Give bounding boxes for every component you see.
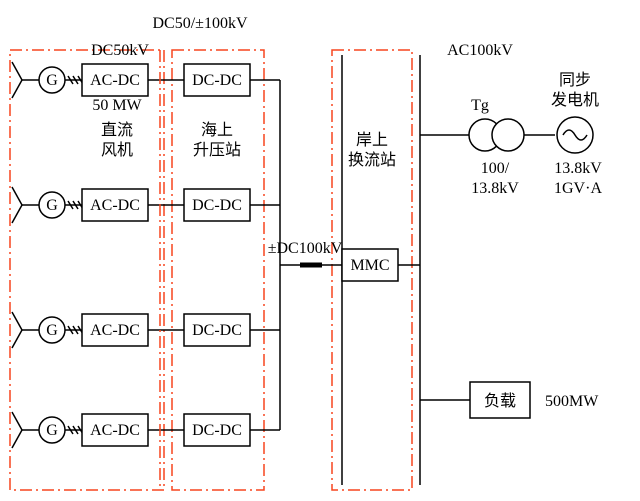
acdc-label: AC-DC xyxy=(90,422,140,439)
turbine-blade xyxy=(12,62,22,80)
onshore-title1: 岸上 xyxy=(356,131,388,149)
load-label: 负载 xyxy=(484,392,516,410)
tg-label: Tg xyxy=(471,97,489,114)
generator-label: G xyxy=(46,197,58,214)
xfmr-ratio2: 13.8kV xyxy=(471,180,519,197)
generator-label: G xyxy=(46,72,58,89)
turbine-blade xyxy=(12,330,22,348)
dcdc-label: DC-DC xyxy=(192,197,242,214)
sync-title2: 发电机 xyxy=(551,91,599,109)
gen-v: 13.8kV xyxy=(554,160,602,177)
transformer-secondary xyxy=(492,119,524,151)
xfmr-ratio1: 100/ xyxy=(481,160,510,177)
turbine-blade xyxy=(12,187,22,205)
turbine-blade xyxy=(12,412,22,430)
mmc-label: MMC xyxy=(350,257,389,274)
onshore-title2: 换流站 xyxy=(348,151,396,169)
generator-label: G xyxy=(46,322,58,339)
booster-title1: 海上 xyxy=(201,121,233,139)
label-dc50: DC50kV xyxy=(91,42,149,59)
dcdc-label: DC-DC xyxy=(192,322,242,339)
load-power: 500MW xyxy=(545,393,599,410)
dcdc-label: DC-DC xyxy=(192,422,242,439)
acdc-label: AC-DC xyxy=(90,197,140,214)
acdc-label: AC-DC xyxy=(90,322,140,339)
acdc-label: AC-DC xyxy=(90,72,140,89)
link-label: ±DC100kV xyxy=(268,240,343,257)
gen-s: 1GV·A xyxy=(554,180,602,197)
turbine-blade xyxy=(12,312,22,330)
label-dc50-100: DC50/±100kV xyxy=(152,15,247,32)
turbine-blade xyxy=(12,430,22,448)
generator-label: G xyxy=(46,422,58,439)
turbine-power: 50 MW xyxy=(92,97,142,114)
turbine-title2: 风机 xyxy=(101,141,133,159)
dcdc-label: DC-DC xyxy=(192,72,242,89)
turbine-blade xyxy=(12,80,22,98)
booster-title2: 升压站 xyxy=(193,141,241,159)
label-ac100: AC100kV xyxy=(447,42,513,59)
turbine-title1: 直流 xyxy=(101,121,133,139)
sync-title1: 同步 xyxy=(559,71,591,89)
turbine-blade xyxy=(12,205,22,223)
